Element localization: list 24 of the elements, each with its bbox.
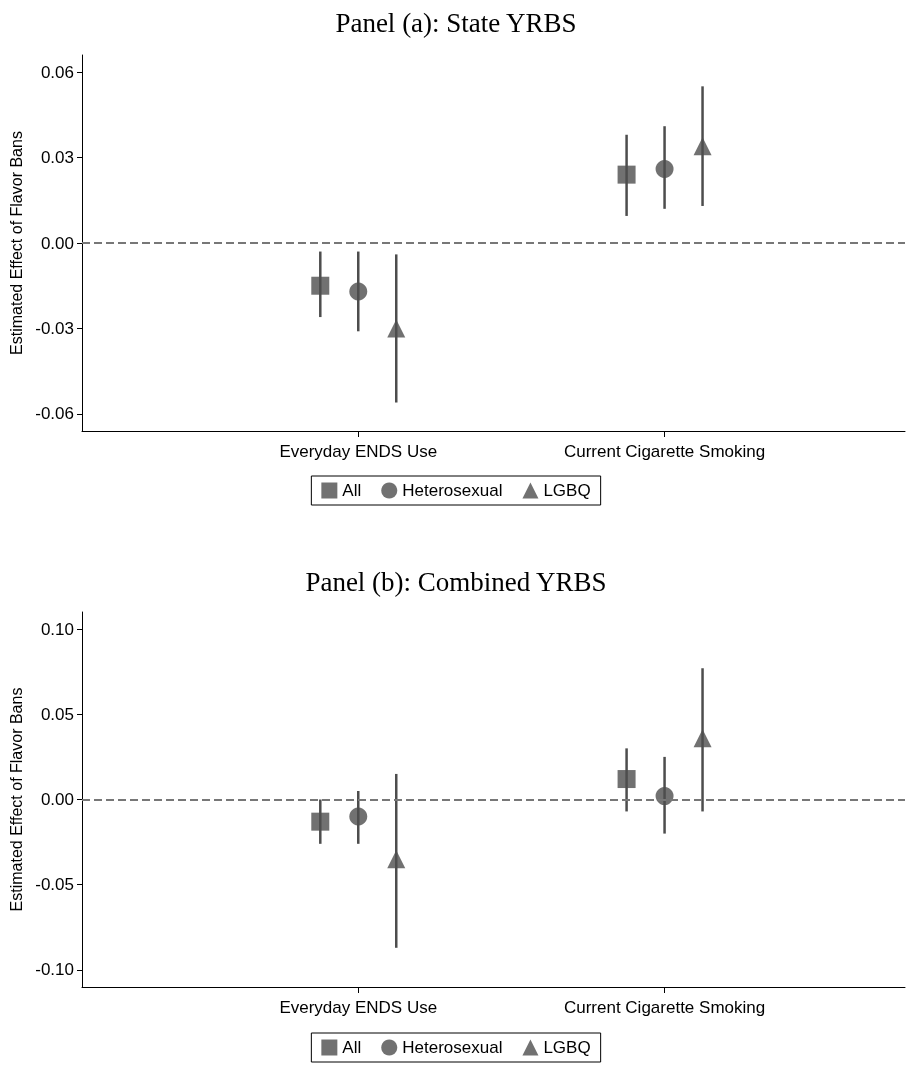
x-tick-label: Current Cigarette Smoking xyxy=(563,442,766,461)
y-tick-label: 0.03 xyxy=(40,148,74,168)
y-tick-label: 0.05 xyxy=(40,704,74,724)
chart-title: Panel (b): Combined YRBS xyxy=(305,566,607,597)
legend-label: All xyxy=(342,481,362,500)
chart-title: Panel (a): State YRBS xyxy=(335,7,577,38)
y-tick-label: 0.06 xyxy=(40,62,74,82)
legend-label: Heterosexual xyxy=(402,481,503,500)
legend-label: Heterosexual xyxy=(402,1038,503,1057)
y-tick-label: 0.00 xyxy=(40,233,74,253)
legend-label: LGBQ xyxy=(543,481,591,500)
y-tick-label: -0.03 xyxy=(35,318,74,338)
x-tick-label: Everyday ENDS Use xyxy=(279,442,438,461)
x-tick-label: Everyday ENDS Use xyxy=(279,998,438,1017)
y-tick-label: 0.00 xyxy=(40,790,74,809)
y-tick-label: -0.05 xyxy=(35,875,74,895)
x-tick-label: Current Cigarette Smoking xyxy=(563,998,766,1017)
legend-label: LGBQ xyxy=(543,1038,591,1057)
y-tick-label: 0.10 xyxy=(40,619,74,639)
y-axis-title: Estimated Effect of Flavor Bans xyxy=(7,131,25,355)
y-axis-title: Estimated Effect of Flavor Bans xyxy=(7,687,25,912)
y-tick-label: -0.10 xyxy=(35,960,74,980)
y-tick-label: -0.06 xyxy=(35,404,74,424)
legend-label: All xyxy=(342,1038,362,1057)
